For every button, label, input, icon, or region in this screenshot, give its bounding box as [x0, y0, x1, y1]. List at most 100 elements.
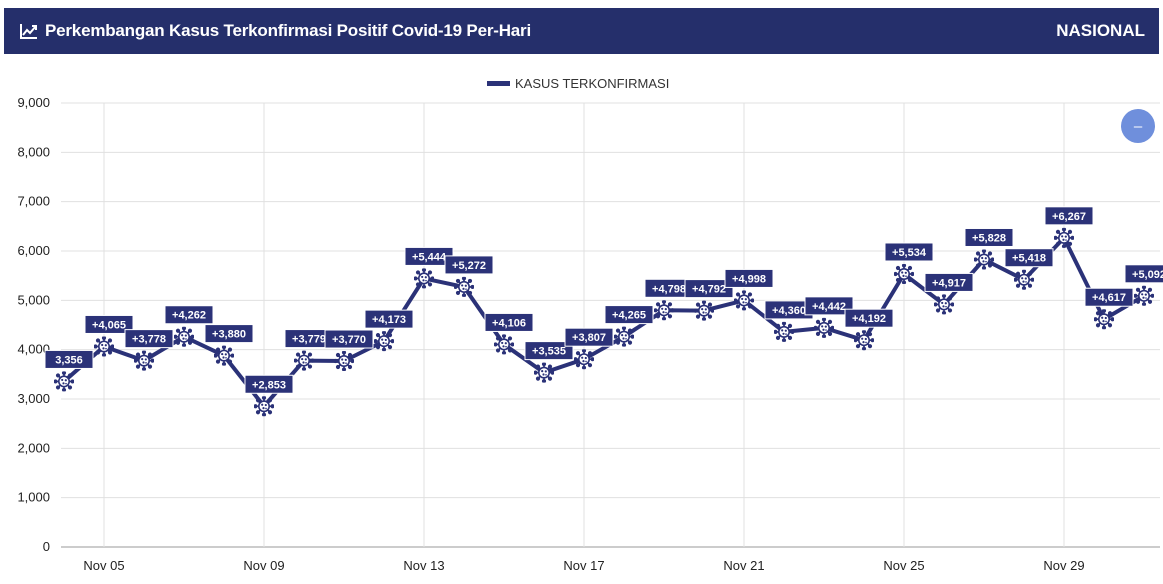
chart-header: Perkembangan Kasus Terkonfirmasi Positif…	[4, 8, 1159, 54]
y-tick-label: 9,000	[17, 95, 50, 110]
svg-text:+4,442: +4,442	[812, 301, 846, 313]
data-label: +4,360	[764, 300, 814, 320]
page-title: Perkembangan Kasus Terkonfirmasi Positif…	[45, 21, 531, 40]
data-label: 3,356	[44, 349, 94, 369]
x-tick-label: Nov 05	[83, 558, 124, 573]
svg-text:+5,272: +5,272	[452, 260, 486, 272]
x-tick-label: Nov 21	[723, 558, 764, 573]
svg-text:+6,267: +6,267	[1052, 211, 1086, 223]
x-tick-label: Nov 17	[563, 558, 604, 573]
data-label: +5,272	[444, 255, 494, 275]
virus-icon[interactable]	[1134, 285, 1154, 306]
svg-text:+3,779: +3,779	[292, 334, 326, 346]
svg-text:+4,798: +4,798	[652, 283, 686, 295]
svg-text:+4,065: +4,065	[92, 319, 126, 331]
data-label: +4,617	[1084, 287, 1134, 307]
svg-text:+4,262: +4,262	[172, 310, 206, 322]
virus-icon[interactable]	[254, 396, 274, 417]
svg-text:+3,778: +3,778	[132, 334, 166, 346]
virus-icon[interactable]	[654, 300, 674, 321]
data-label: +4,792	[684, 279, 734, 299]
svg-text:+5,444: +5,444	[412, 251, 447, 263]
virus-icon[interactable]	[374, 331, 394, 352]
virus-icon[interactable]	[814, 317, 834, 338]
y-tick-label: 3,000	[17, 391, 50, 406]
data-label: +3,778	[124, 329, 174, 349]
zoom-reset-button[interactable]: –	[1121, 109, 1155, 143]
x-tick-label: Nov 13	[403, 558, 444, 573]
svg-text:+4,192: +4,192	[852, 313, 886, 325]
virus-icon[interactable]	[414, 268, 434, 289]
data-label: +3,770	[324, 329, 374, 349]
virus-icon[interactable]	[894, 263, 914, 284]
data-label: +5,534	[884, 242, 934, 262]
svg-text:+4,173: +4,173	[372, 314, 406, 326]
x-tick-label: Nov 25	[883, 558, 924, 573]
legend-swatch	[487, 81, 510, 86]
svg-text:+4,360: +4,360	[772, 305, 806, 317]
data-label: +4,106	[484, 312, 534, 332]
data-label: +4,173	[364, 309, 414, 329]
svg-text:+3,770: +3,770	[332, 334, 366, 346]
svg-text:+4,998: +4,998	[732, 273, 766, 285]
y-tick-label: 5,000	[17, 292, 50, 307]
virus-icon[interactable]	[1054, 227, 1074, 248]
svg-text:+5,092: +5,092	[1132, 269, 1163, 281]
data-label: +4,917	[924, 272, 974, 292]
line-chart-icon	[20, 24, 37, 39]
data-label: +3,807	[564, 327, 614, 347]
virus-icon[interactable]	[174, 326, 194, 347]
svg-text:+4,617: +4,617	[1092, 292, 1126, 304]
data-label: +4,192	[844, 308, 894, 328]
data-label: +5,092	[1124, 264, 1163, 284]
y-tick-label: 1,000	[17, 490, 50, 505]
x-tick-label: Nov 09	[243, 558, 284, 573]
y-tick-label: 0	[43, 539, 50, 554]
virus-icon[interactable]	[774, 321, 794, 342]
virus-icon[interactable]	[134, 350, 154, 371]
y-tick-label: 6,000	[17, 243, 50, 258]
virus-icon[interactable]	[454, 276, 474, 297]
virus-icon[interactable]	[534, 362, 554, 383]
virus-icon[interactable]	[854, 330, 874, 351]
data-label: +4,998	[724, 268, 774, 288]
data-label: +6,267	[1044, 206, 1094, 226]
data-label: +4,442	[804, 296, 854, 316]
virus-icon[interactable]	[94, 336, 114, 357]
svg-text:+3,880: +3,880	[212, 329, 246, 341]
virus-icon[interactable]	[934, 294, 954, 315]
data-label: +5,828	[964, 227, 1014, 247]
virus-icon[interactable]	[294, 350, 314, 371]
data-label: +4,065	[84, 314, 134, 334]
virus-icon[interactable]	[214, 345, 234, 366]
svg-text:+4,792: +4,792	[692, 284, 726, 296]
virus-icon[interactable]	[494, 334, 514, 355]
virus-icon[interactable]	[614, 326, 634, 347]
x-tick-label: Nov 29	[1043, 558, 1084, 573]
virus-icon[interactable]	[734, 290, 754, 311]
minus-icon: –	[1134, 118, 1143, 135]
virus-icon[interactable]	[1014, 269, 1034, 290]
virus-icon[interactable]	[334, 351, 354, 372]
data-label: +5,418	[1004, 248, 1054, 268]
virus-icon[interactable]	[574, 349, 594, 370]
data-label: +4,265	[604, 305, 654, 325]
virus-icon[interactable]	[54, 371, 74, 392]
virus-icon[interactable]	[1094, 309, 1114, 330]
data-label: +3,880	[204, 324, 254, 344]
data-label: +4,798	[644, 278, 694, 298]
y-tick-label: 4,000	[17, 342, 50, 357]
svg-text:+5,828: +5,828	[972, 232, 1006, 244]
svg-text:+4,917: +4,917	[932, 277, 966, 289]
line-chart: KASUS TERKONFIRMASI 0 1,000 2,000 3,000 4,00…	[17, 76, 1163, 573]
data-label: +3,779	[284, 329, 334, 349]
y-tick-label: 2,000	[17, 440, 50, 455]
svg-text:+3,535: +3,535	[532, 346, 566, 358]
y-tick-label: 7,000	[17, 194, 50, 209]
virus-icon[interactable]	[694, 300, 714, 321]
virus-icon[interactable]	[974, 249, 994, 270]
data-label: +3,535	[524, 341, 574, 361]
svg-text:+3,807: +3,807	[572, 332, 606, 344]
chart-legend[interactable]: KASUS TERKONFIRMASI	[487, 76, 669, 91]
scope-label: NASIONAL	[1056, 21, 1145, 40]
